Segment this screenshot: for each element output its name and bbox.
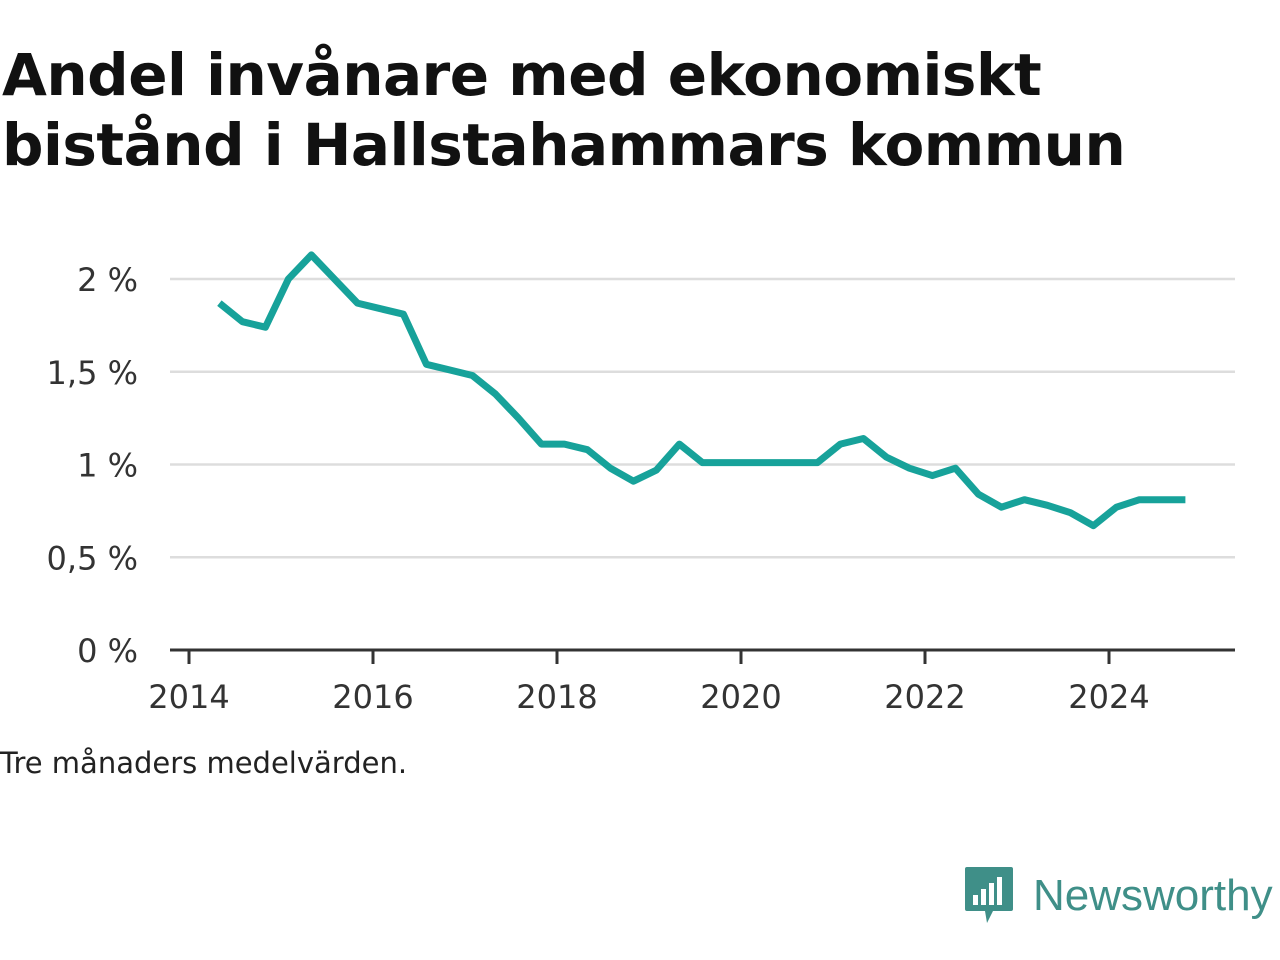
chart-title-line-2: bistånd i Hallstahammars kommun	[2, 111, 1126, 179]
series-layer	[217, 251, 1186, 530]
chart-title: Andel invånare med ekonomiskt bistånd i …	[2, 40, 1262, 180]
series-line-0	[217, 251, 1186, 530]
gridlines	[170, 277, 1235, 559]
y-tick-label-1: 0,5 %	[47, 539, 138, 577]
y-tick-label-2: 1 %	[77, 447, 138, 485]
x-tick-label-5: 2024	[1068, 678, 1149, 716]
x-axis: 2014 2016 2018 2020 2022 2024	[148, 648, 1235, 716]
x-tick-label-0: 2014	[148, 678, 229, 716]
x-tick-label-1: 2016	[332, 678, 413, 716]
newsworthy-logo-icon	[965, 867, 1013, 923]
y-axis-tick-labels: 0 % 0,5 % 1 % 1,5 % 2 %	[47, 261, 138, 670]
chart-title-line-1: Andel invånare med ekonomiskt	[2, 41, 1042, 109]
footnote: Tre månaders medelvärden.	[0, 746, 408, 780]
x-tick-label-4: 2022	[884, 678, 965, 716]
x-tick-label-3: 2020	[700, 678, 781, 716]
newsworthy-logo: Newsworthy	[963, 864, 1273, 928]
y-tick-label-3: 1,5 %	[47, 354, 138, 392]
brand-name: Newsworthy	[1033, 871, 1273, 920]
y-tick-label-0: 0 %	[77, 632, 138, 670]
x-tick-label-2: 2018	[516, 678, 597, 716]
y-tick-label-4: 2 %	[77, 261, 138, 299]
